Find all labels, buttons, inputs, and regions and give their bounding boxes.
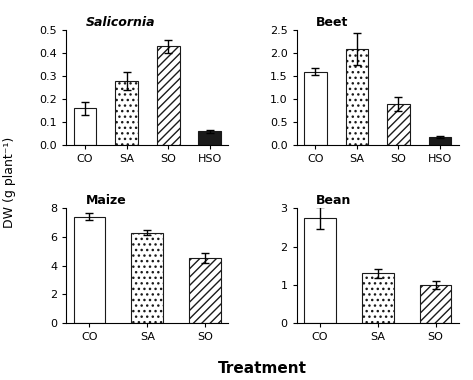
Text: Treatment: Treatment (218, 361, 307, 376)
Bar (131, 233, 163, 323)
Bar (420, 285, 451, 323)
Bar (345, 49, 368, 145)
Bar (429, 137, 451, 145)
Bar (304, 72, 327, 145)
Text: Bean: Bean (316, 194, 351, 207)
Bar (115, 81, 138, 145)
Text: Maize: Maize (86, 194, 126, 207)
Bar (74, 217, 105, 323)
Text: Salicornia: Salicornia (86, 16, 155, 29)
Bar (387, 104, 410, 145)
Text: Beet: Beet (316, 16, 349, 29)
Bar (198, 131, 221, 145)
Text: DW (g plant⁻¹): DW (g plant⁻¹) (3, 137, 16, 228)
Bar (362, 273, 394, 323)
Bar (74, 108, 96, 145)
Bar (189, 258, 221, 323)
Bar (304, 218, 336, 323)
Bar (157, 46, 180, 145)
